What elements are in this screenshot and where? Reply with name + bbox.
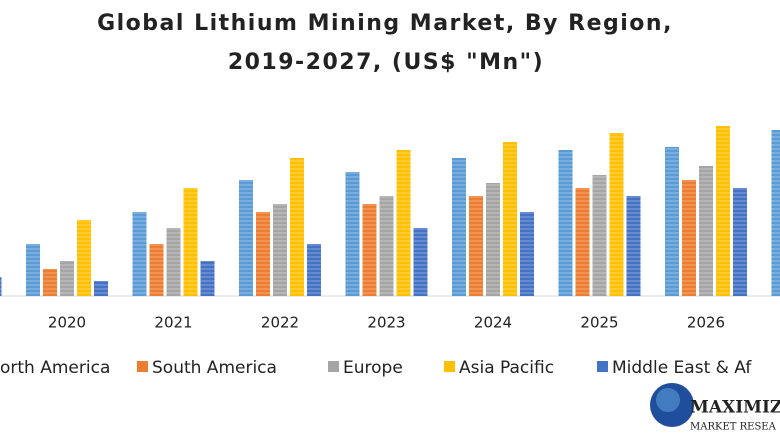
x-tick-label: 2024	[474, 314, 512, 332]
bar	[183, 188, 198, 296]
bar	[469, 196, 483, 296]
legend-marker	[137, 361, 148, 372]
bar	[362, 204, 377, 296]
logo-globe	[656, 388, 680, 412]
bar	[592, 175, 607, 296]
bar	[626, 196, 641, 296]
bar	[239, 180, 253, 296]
logo: MAXIMIZ MARKET RESEA	[650, 383, 780, 433]
legend-marker	[328, 361, 339, 372]
bar	[77, 220, 91, 296]
x-tick-label: 2023	[367, 314, 405, 332]
bar	[396, 150, 411, 296]
legend-label: Middle East & Af	[612, 358, 752, 378]
bar	[94, 281, 108, 296]
bar	[682, 180, 696, 296]
bar	[26, 244, 40, 296]
bar	[558, 150, 573, 296]
legend-label: South America	[152, 358, 277, 378]
legend-marker	[597, 361, 608, 372]
chart-title: Global Lithium Mining Market, By Region,	[97, 11, 673, 36]
bar	[771, 130, 780, 296]
x-tick-label: 2026	[687, 314, 725, 332]
bar	[609, 133, 624, 296]
bar	[345, 172, 360, 296]
legend-label: Europe	[343, 358, 403, 378]
logo-name: MAXIMIZ	[690, 398, 780, 418]
bar	[733, 188, 747, 296]
bar	[716, 126, 730, 296]
x-tick-label: 2020	[48, 314, 86, 332]
bar	[273, 204, 287, 296]
bar	[575, 188, 590, 296]
bar	[486, 183, 500, 296]
bar	[60, 261, 74, 296]
bar	[503, 142, 517, 296]
bar	[413, 228, 428, 296]
bar	[132, 212, 147, 296]
bar	[665, 147, 679, 296]
bar	[256, 212, 270, 296]
logo-tagline: MARKET RESEA	[690, 422, 777, 433]
bar	[520, 212, 534, 296]
bar	[200, 261, 215, 296]
x-tick-label: 2025	[580, 314, 618, 332]
legend-label: Asia Pacific	[459, 358, 554, 378]
bar	[290, 158, 304, 296]
bar	[149, 244, 164, 296]
bar	[307, 244, 321, 296]
legend-label: orth America	[0, 358, 110, 378]
bar	[166, 228, 181, 296]
x-tick-label: 2022	[261, 314, 299, 332]
bar	[699, 166, 713, 296]
bar	[0, 277, 2, 296]
bar	[379, 196, 394, 296]
legend-marker	[444, 361, 455, 372]
x-tick-label: 2021	[154, 314, 192, 332]
bar	[452, 158, 466, 296]
chart-title: 2019-2027, (US$ "Mn")	[228, 50, 544, 75]
bar	[43, 269, 57, 296]
